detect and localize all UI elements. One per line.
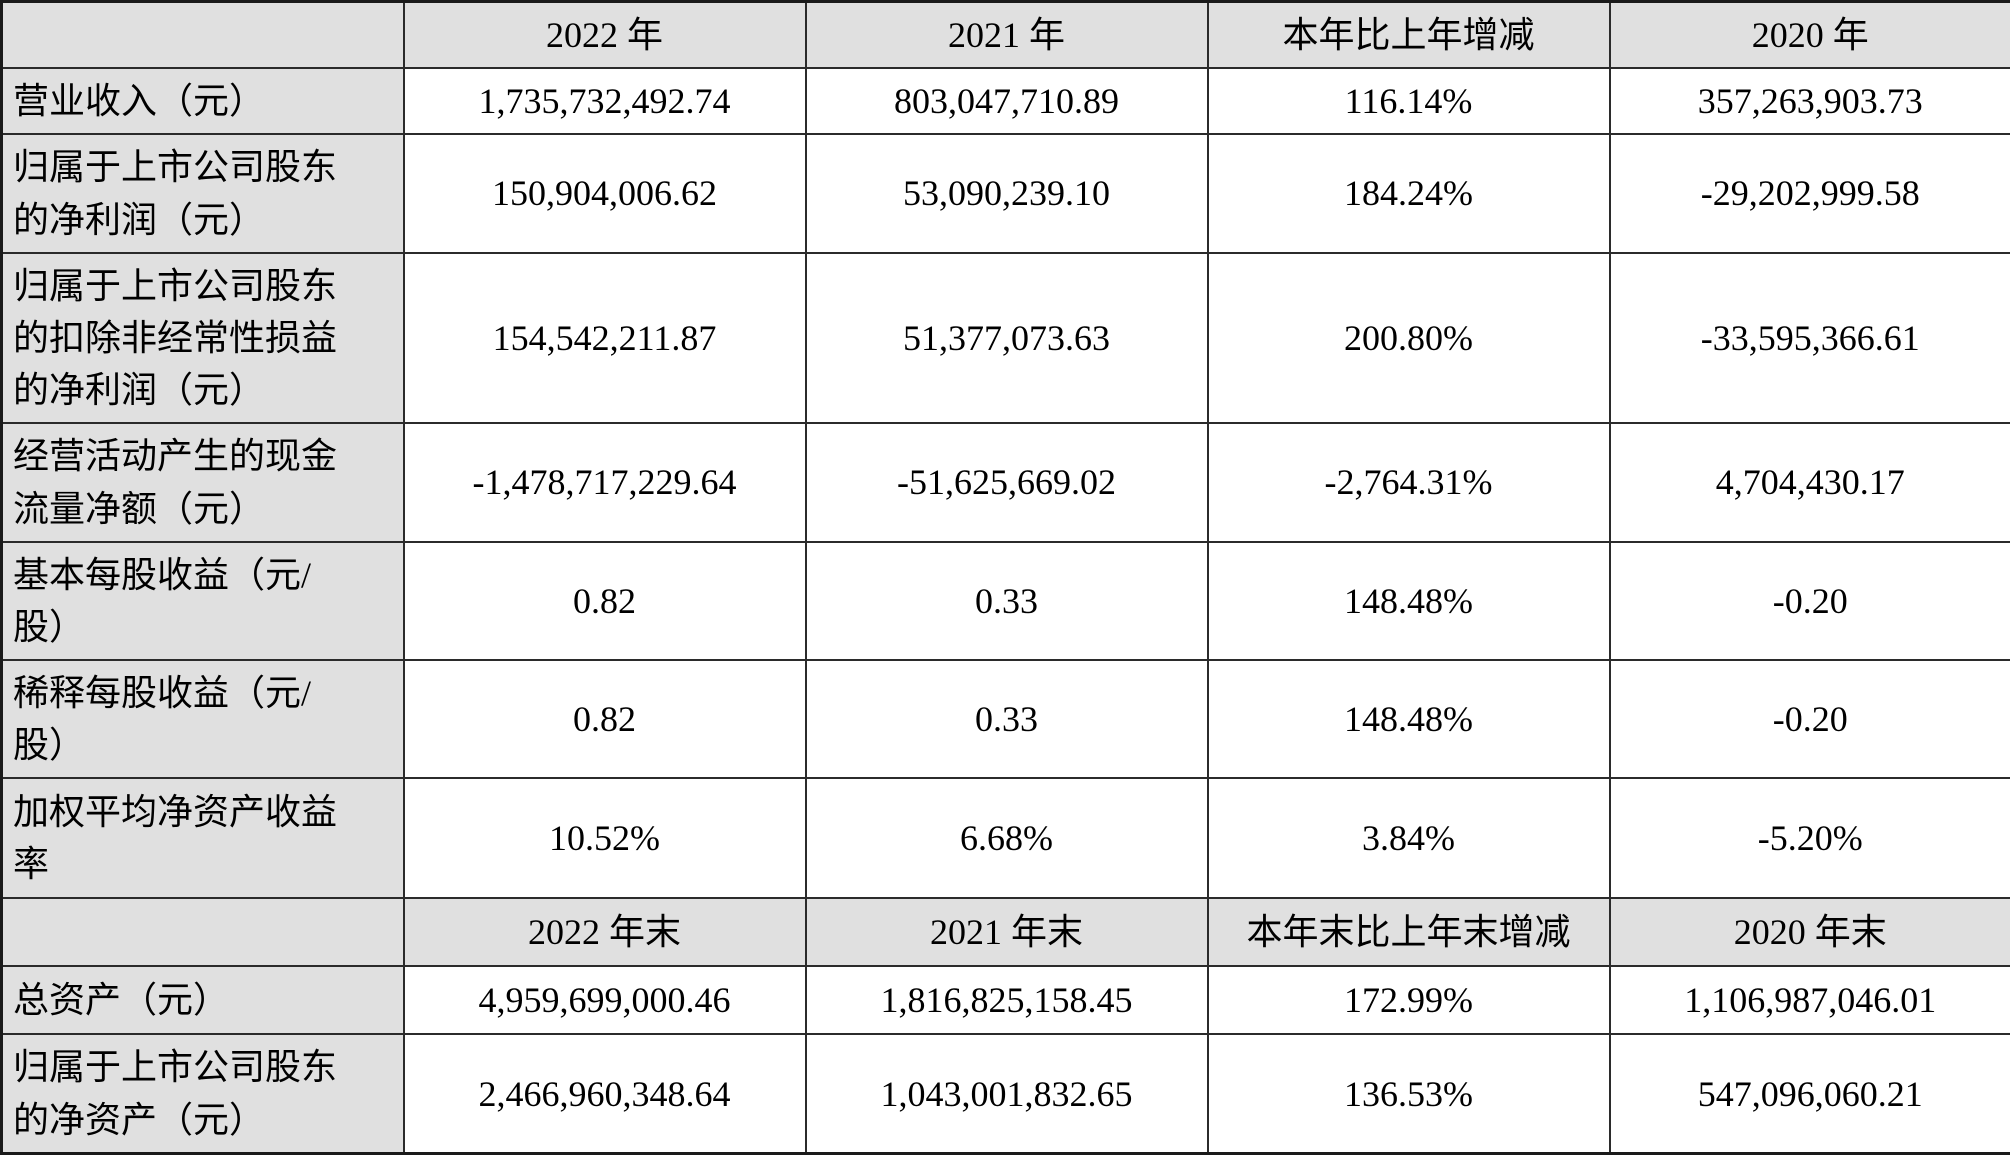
value-cell: 200.80% <box>1208 253 1610 424</box>
row-label-operating-cash-flow: 经营活动产生的现金 流量净额（元） <box>2 423 404 541</box>
value-cell: -51,625,669.02 <box>806 423 1208 541</box>
value-cell: 116.14% <box>1208 68 1610 134</box>
value-cell: 148.48% <box>1208 542 1610 660</box>
value-cell: 148.48% <box>1208 660 1610 778</box>
value-cell: 53,090,239.10 <box>806 134 1208 252</box>
value-cell: 0.82 <box>404 660 806 778</box>
value-cell: 150,904,006.62 <box>404 134 806 252</box>
table-row-operating-cash-flow: 经营活动产生的现金 流量净额（元） -1,478,717,229.64 -51,… <box>2 423 2010 541</box>
header-cell-2022-year-end: 2022 年末 <box>404 898 806 966</box>
value-cell: 10.52% <box>404 778 806 898</box>
value-cell: 1,735,732,492.74 <box>404 68 806 134</box>
value-cell: 0.82 <box>404 542 806 660</box>
header-cell-year-end-change: 本年末比上年末增减 <box>1208 898 1610 966</box>
value-cell: 154,542,211.87 <box>404 253 806 424</box>
table-row-header-year-end: 2022 年末 2021 年末 本年末比上年末增减 2020 年末 <box>2 898 2010 966</box>
value-cell: 357,263,903.73 <box>1610 68 2010 134</box>
row-label-net-assets: 归属于上市公司股东 的净资产（元） <box>2 1034 404 1153</box>
header-cell-2020-year-end: 2020 年末 <box>1610 898 2010 966</box>
value-cell: 0.33 <box>806 660 1208 778</box>
row-label-net-profit: 归属于上市公司股东 的净利润（元） <box>2 134 404 252</box>
table-row-net-profit: 归属于上市公司股东 的净利润（元） 150,904,006.62 53,090,… <box>2 134 2010 252</box>
table-row-net-assets: 归属于上市公司股东 的净资产（元） 2,466,960,348.64 1,043… <box>2 1034 2010 1153</box>
row-label-basic-eps: 基本每股收益（元/ 股） <box>2 542 404 660</box>
value-cell: -0.20 <box>1610 542 2010 660</box>
table-row-total-assets: 总资产（元） 4,959,699,000.46 1,816,825,158.45… <box>2 966 2010 1034</box>
value-cell: -5.20% <box>1610 778 2010 898</box>
value-cell: 51,377,073.63 <box>806 253 1208 424</box>
table-row-weighted-average-roe: 加权平均净资产收益 率 10.52% 6.68% 3.84% -5.20% <box>2 778 2010 898</box>
table-row-diluted-eps: 稀释每股收益（元/ 股） 0.82 0.33 148.48% -0.20 <box>2 660 2010 778</box>
header-cell-blank <box>2 2 404 69</box>
value-cell: -0.20 <box>1610 660 2010 778</box>
value-cell: 184.24% <box>1208 134 1610 252</box>
header-cell-yoy-change: 本年比上年增减 <box>1208 2 1610 69</box>
value-cell: -1,478,717,229.64 <box>404 423 806 541</box>
row-label-total-assets: 总资产（元） <box>2 966 404 1034</box>
value-cell: 6.68% <box>806 778 1208 898</box>
value-cell: 803,047,710.89 <box>806 68 1208 134</box>
row-label-diluted-eps: 稀释每股收益（元/ 股） <box>2 660 404 778</box>
row-label-weighted-average-roe: 加权平均净资产收益 率 <box>2 778 404 898</box>
value-cell: 1,043,001,832.65 <box>806 1034 1208 1153</box>
value-cell: 136.53% <box>1208 1034 1610 1153</box>
value-cell: 172.99% <box>1208 966 1610 1034</box>
value-cell: -2,764.31% <box>1208 423 1610 541</box>
header-cell-2020: 2020 年 <box>1610 2 2010 69</box>
row-label-net-profit-excl-nonrecurring: 归属于上市公司股东 的扣除非经常性损益 的净利润（元） <box>2 253 404 424</box>
table-row-header-annual: 2022 年 2021 年 本年比上年增减 2020 年 <box>2 2 2010 69</box>
value-cell: 3.84% <box>1208 778 1610 898</box>
row-label-operating-revenue: 营业收入（元） <box>2 68 404 134</box>
value-cell: -33,595,366.61 <box>1610 253 2010 424</box>
value-cell: 1,106,987,046.01 <box>1610 966 2010 1034</box>
header-cell-2021-year-end: 2021 年末 <box>806 898 1208 966</box>
value-cell: -29,202,999.58 <box>1610 134 2010 252</box>
table-row-basic-eps: 基本每股收益（元/ 股） 0.82 0.33 148.48% -0.20 <box>2 542 2010 660</box>
table-row-net-profit-excl-nonrecurring: 归属于上市公司股东 的扣除非经常性损益 的净利润（元） 154,542,211.… <box>2 253 2010 424</box>
value-cell: 4,959,699,000.46 <box>404 966 806 1034</box>
table-row-operating-revenue: 营业收入（元） 1,735,732,492.74 803,047,710.89 … <box>2 68 2010 134</box>
value-cell: 4,704,430.17 <box>1610 423 2010 541</box>
value-cell: 547,096,060.21 <box>1610 1034 2010 1153</box>
value-cell: 2,466,960,348.64 <box>404 1034 806 1153</box>
header-cell-2021: 2021 年 <box>806 2 1208 69</box>
header-cell-2022: 2022 年 <box>404 2 806 69</box>
value-cell: 1,816,825,158.45 <box>806 966 1208 1034</box>
value-cell: 0.33 <box>806 542 1208 660</box>
header-cell-blank <box>2 898 404 966</box>
